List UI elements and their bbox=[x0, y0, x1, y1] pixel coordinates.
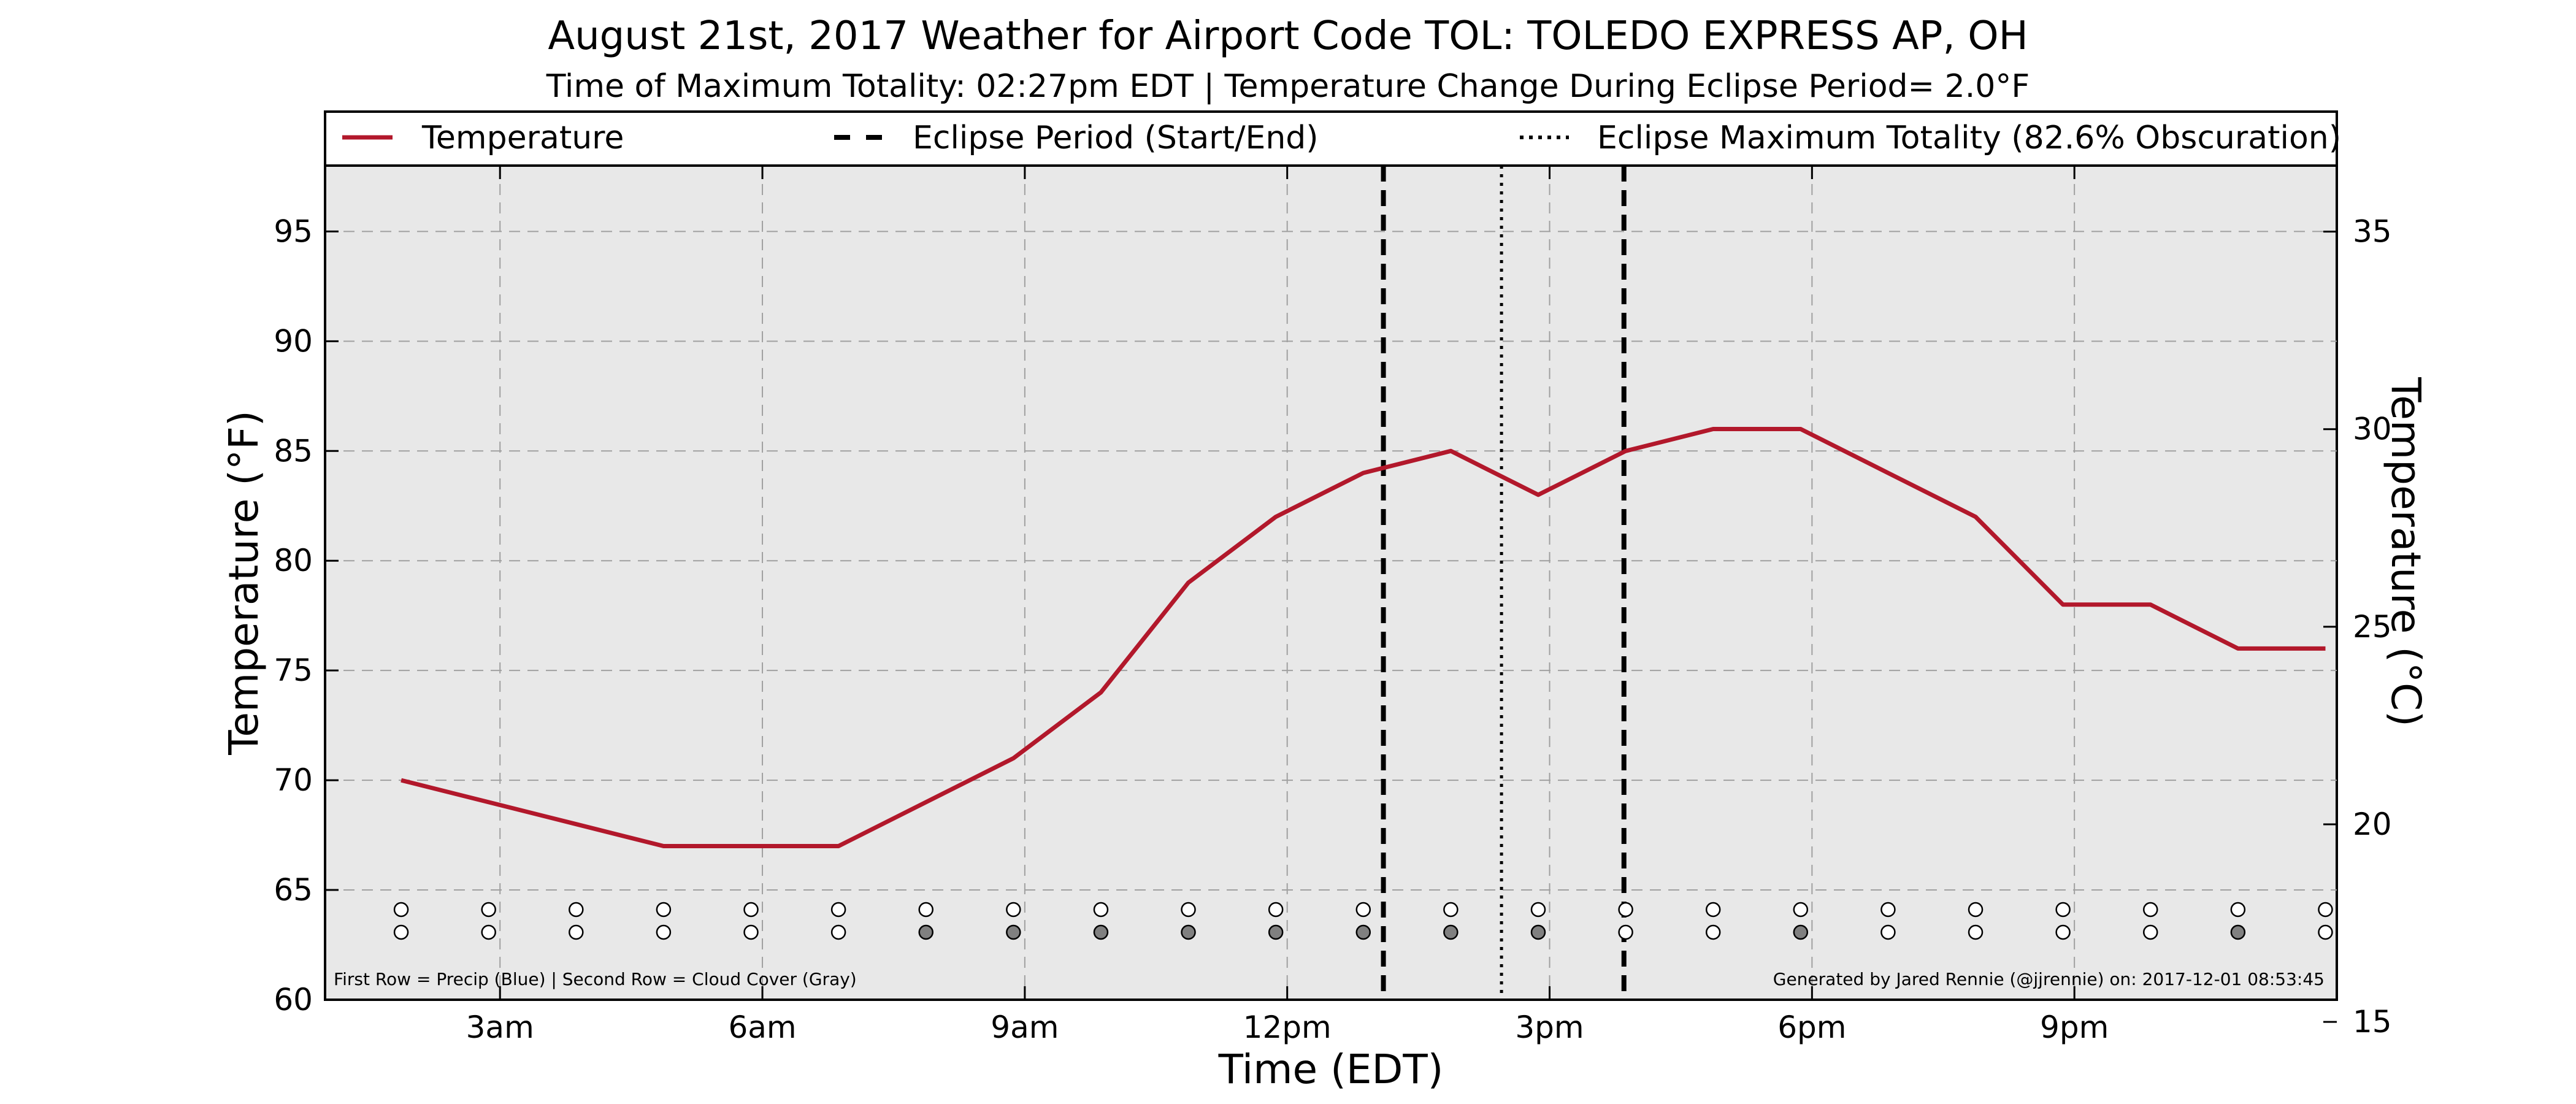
precip-marker bbox=[1530, 902, 1546, 918]
plot-area bbox=[324, 164, 2338, 1001]
y-right-tick-label: 20 bbox=[2353, 807, 2392, 842]
precip-marker bbox=[1880, 902, 1896, 918]
y-right-tick-label: 30 bbox=[2353, 412, 2392, 447]
temperature-line bbox=[401, 427, 2326, 848]
precip-marker bbox=[2142, 902, 2158, 918]
cloud-marker bbox=[1268, 924, 1284, 940]
y-tick-label: 80 bbox=[274, 543, 313, 578]
temperature-series bbox=[401, 427, 2326, 848]
cloud-marker bbox=[393, 924, 409, 940]
precip-marker bbox=[1181, 902, 1196, 918]
y-axis-left: 60 65 70 75 80 85 90 95 bbox=[274, 213, 339, 1018]
precip-marker bbox=[1355, 902, 1371, 918]
chart-subtitle: Time of Maximum Totality: 02:27pm EDT | … bbox=[546, 68, 2030, 105]
y-tick-label: 60 bbox=[274, 982, 313, 1018]
y-right-tick-label: 25 bbox=[2353, 609, 2392, 645]
precip-marker bbox=[569, 902, 584, 918]
y-tick-label: 85 bbox=[274, 433, 313, 469]
precip-marker bbox=[2318, 902, 2333, 918]
legend-box bbox=[324, 110, 2338, 167]
x-tick-label: 6pm bbox=[1777, 1010, 1846, 1045]
note-right: Generated by Jared Rennie (@jjrennie) on… bbox=[1773, 969, 2325, 989]
cloud-marker bbox=[2142, 924, 2158, 940]
x-axis: 3am 6am 9am 12pm 3pm 6pm 9pm bbox=[466, 166, 2109, 1045]
cloud-marker bbox=[1355, 924, 1371, 940]
precip-marker bbox=[481, 902, 496, 918]
x-tick-label: 3pm bbox=[1515, 1010, 1584, 1045]
cloud-marker bbox=[1618, 924, 1633, 940]
grid-lines bbox=[325, 166, 2337, 1000]
x-tick-label: 3am bbox=[466, 1010, 534, 1045]
y-right-tick-label: 35 bbox=[2353, 214, 2392, 250]
observation-markers bbox=[393, 902, 2333, 940]
x-tick-label: 9pm bbox=[2040, 1010, 2109, 1045]
legend-label-temperature: Temperature bbox=[421, 120, 624, 156]
cloud-marker bbox=[569, 924, 584, 940]
precip-marker bbox=[1093, 902, 1109, 918]
cloud-marker bbox=[1181, 924, 1196, 940]
cloud-marker bbox=[2230, 924, 2246, 940]
precip-marker bbox=[656, 902, 672, 918]
cloud-marker bbox=[1968, 924, 1984, 940]
precip-marker bbox=[1443, 902, 1459, 918]
cloud-marker bbox=[2318, 924, 2333, 940]
precip-marker bbox=[830, 902, 846, 918]
precip-marker bbox=[393, 902, 409, 918]
y-tick-label: 65 bbox=[274, 872, 313, 908]
x-tick-label: 6am bbox=[728, 1010, 796, 1045]
legend-label-eclipse-period: Eclipse Period (Start/End) bbox=[913, 120, 1319, 156]
cloud-marker bbox=[743, 924, 759, 940]
cloud-marker bbox=[1880, 924, 1896, 940]
cloud-marker bbox=[1443, 924, 1459, 940]
note-left: First Row = Precip (Blue) | Second Row =… bbox=[334, 969, 857, 989]
y-axis-right: 15 20 25 30 35 bbox=[2323, 214, 2392, 1040]
y-tick-label: 70 bbox=[274, 762, 313, 798]
cloud-marker bbox=[1530, 924, 1546, 940]
cloud-marker bbox=[1093, 924, 1109, 940]
precip-marker bbox=[1268, 902, 1284, 918]
legend: Temperature Eclipse Period (Start/End) E… bbox=[324, 110, 2341, 167]
precip-marker bbox=[743, 902, 759, 918]
precip-marker bbox=[1618, 902, 1633, 918]
cloud-marker bbox=[1705, 924, 1721, 940]
precip-marker bbox=[1968, 902, 1984, 918]
precip-marker bbox=[918, 902, 933, 918]
precip-marker bbox=[2230, 902, 2246, 918]
x-tick-label: 12pm bbox=[1243, 1010, 1332, 1045]
chart-title: August 21st, 2017 Weather for Airport Co… bbox=[548, 13, 2028, 59]
cloud-marker bbox=[830, 924, 846, 940]
cloud-marker bbox=[656, 924, 672, 940]
precip-marker bbox=[1006, 902, 1021, 918]
eclipse-lines bbox=[1381, 166, 1627, 1000]
x-tick-label: 9am bbox=[991, 1010, 1059, 1045]
y-axis-label-left: Temperature (°F) bbox=[220, 410, 267, 756]
cloud-marker bbox=[481, 924, 496, 940]
precip-marker bbox=[2055, 902, 2071, 918]
cloud-marker bbox=[918, 924, 933, 940]
y-tick-label: 90 bbox=[274, 323, 313, 359]
y-tick-label: 75 bbox=[274, 653, 313, 688]
x-axis-label: Time (EDT) bbox=[1218, 1046, 1444, 1093]
y-right-tick-label: 15 bbox=[2353, 1004, 2392, 1040]
legend-label-eclipse-max: Eclipse Maximum Totality (82.6% Obscurat… bbox=[1597, 120, 2341, 156]
precip-marker bbox=[1705, 902, 1721, 918]
precip-marker bbox=[1793, 902, 1809, 918]
cloud-marker bbox=[1006, 924, 1021, 940]
cloud-marker bbox=[2055, 924, 2071, 940]
y-axis-label-right: Temperature (°C) bbox=[2382, 377, 2429, 727]
cloud-marker bbox=[1793, 924, 1809, 940]
y-tick-label: 95 bbox=[274, 213, 313, 249]
